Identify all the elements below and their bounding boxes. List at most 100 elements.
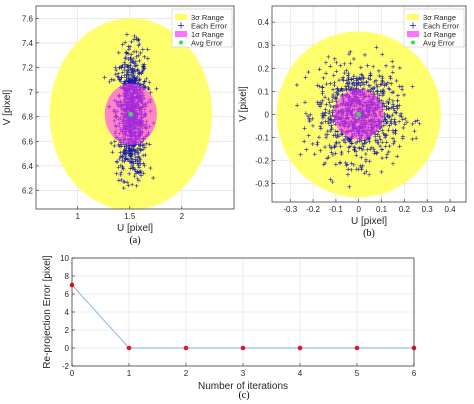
error-point xyxy=(122,144,127,149)
error-point xyxy=(144,141,149,146)
error-point xyxy=(387,144,392,149)
error-point xyxy=(384,104,389,109)
error-point xyxy=(323,145,328,150)
error-point xyxy=(384,63,389,68)
error-point xyxy=(318,126,323,131)
error-point xyxy=(393,128,398,133)
error-point xyxy=(397,119,402,124)
plot-frame xyxy=(35,5,235,210)
error-point xyxy=(380,78,385,83)
error-point xyxy=(344,86,349,91)
error-point xyxy=(350,81,355,86)
error-point xyxy=(140,62,145,67)
error-point xyxy=(141,153,146,158)
error-point xyxy=(129,52,134,57)
error-point xyxy=(377,73,382,78)
error-point xyxy=(390,90,395,95)
error-point xyxy=(353,140,358,145)
error-point xyxy=(135,158,140,163)
error-point xyxy=(346,71,351,76)
error-point xyxy=(315,140,320,145)
error-point xyxy=(327,111,332,116)
error-point xyxy=(130,157,135,162)
error-point xyxy=(359,165,364,170)
error-point xyxy=(377,134,382,139)
error-point xyxy=(117,156,122,161)
error-point xyxy=(338,160,343,165)
error-point xyxy=(131,144,136,149)
error-point xyxy=(130,69,135,74)
error-point xyxy=(391,136,396,141)
error-point xyxy=(141,147,146,152)
error-point xyxy=(387,123,392,128)
x-tick-label: -0.2 xyxy=(306,205,320,214)
error-point xyxy=(397,144,402,149)
error-point xyxy=(114,171,119,176)
error-point xyxy=(315,142,320,147)
error-point xyxy=(368,77,373,82)
error-point xyxy=(338,63,343,68)
error-point xyxy=(122,179,127,184)
error-point xyxy=(130,163,135,168)
error-point xyxy=(114,159,119,164)
error-point xyxy=(382,117,387,122)
error-point xyxy=(385,80,390,85)
y-tick-label: 6.6 xyxy=(22,137,34,146)
error-point xyxy=(118,172,123,177)
error-point xyxy=(132,152,137,157)
error-point xyxy=(383,117,388,122)
error-point xyxy=(124,150,129,155)
error-point xyxy=(401,125,406,130)
legend-swatch-sigma3 xyxy=(175,14,187,20)
error-point xyxy=(390,113,395,118)
error-point xyxy=(124,51,129,56)
error-point xyxy=(417,121,422,126)
error-point xyxy=(122,60,127,65)
error-point xyxy=(138,50,143,55)
x-tick-label: 0.4 xyxy=(444,205,456,214)
error-point xyxy=(324,82,329,87)
error-point xyxy=(315,100,320,105)
error-point xyxy=(385,152,390,157)
error-point xyxy=(349,167,354,172)
error-point xyxy=(295,103,300,108)
error-point xyxy=(348,49,353,54)
error-point xyxy=(134,37,139,42)
error-point xyxy=(122,68,127,73)
error-point xyxy=(133,159,138,164)
y-tick-label: -0.1 xyxy=(255,133,269,142)
error-point xyxy=(367,83,372,88)
error-point xyxy=(349,85,354,90)
error-point xyxy=(392,117,397,122)
error-point xyxy=(147,80,152,85)
error-point xyxy=(397,113,402,118)
error-point xyxy=(389,81,394,86)
error-point xyxy=(144,76,149,81)
error-point xyxy=(329,150,334,155)
error-point xyxy=(320,113,325,118)
error-point xyxy=(337,78,342,83)
error-point xyxy=(143,153,148,158)
error-point xyxy=(410,137,415,142)
error-point xyxy=(122,79,127,84)
error-point xyxy=(331,73,336,78)
x-tick-label: 0 xyxy=(70,369,75,378)
error-point xyxy=(306,133,311,138)
error-point xyxy=(310,141,315,146)
x-tick-label: 4 xyxy=(298,369,303,378)
error-point xyxy=(136,53,141,58)
error-point xyxy=(328,114,333,119)
error-point xyxy=(121,149,126,154)
error-point xyxy=(326,54,331,59)
error-point xyxy=(399,114,404,119)
error-point xyxy=(127,171,132,176)
x-axis-label: U [pixel] xyxy=(117,223,153,234)
legend-sigma1-label: 1σ Range xyxy=(423,30,456,39)
error-point xyxy=(138,148,143,153)
error-point xyxy=(386,106,391,111)
y-tick-label: 8 xyxy=(65,272,70,281)
error-point xyxy=(351,56,356,61)
error-point xyxy=(336,134,341,139)
error-point xyxy=(310,123,315,128)
error-point xyxy=(142,145,147,150)
